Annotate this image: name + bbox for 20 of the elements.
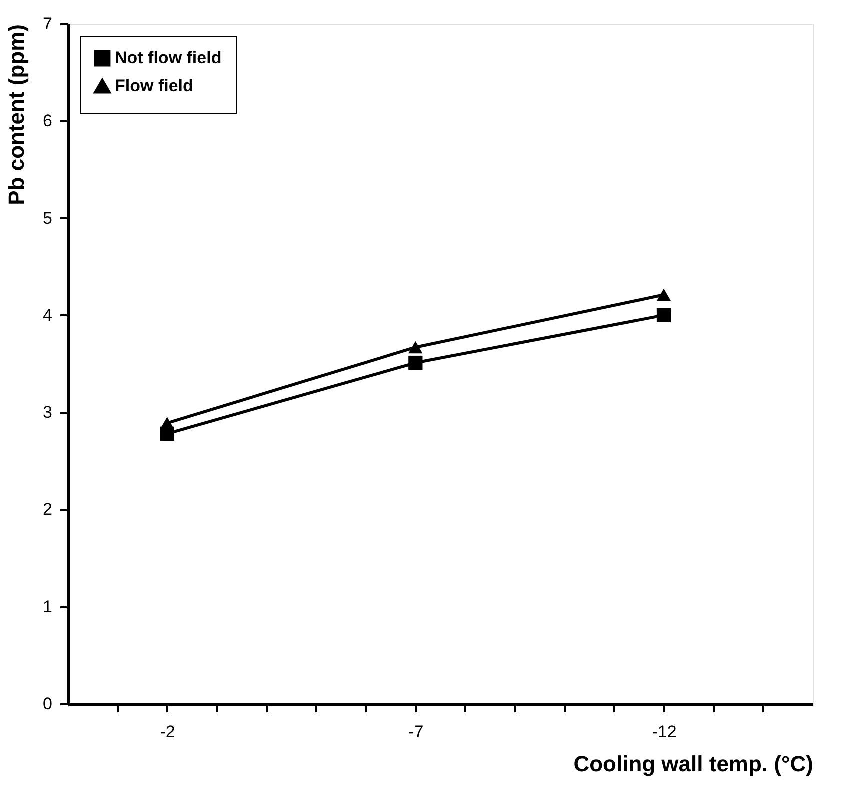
x-tick-label: -12 <box>652 722 677 742</box>
x-axis-title: Cooling wall temp. (°C) <box>574 752 814 776</box>
point <box>656 308 672 322</box>
x-tick-label: -7 <box>408 722 424 742</box>
point <box>408 341 423 354</box>
point <box>408 356 423 370</box>
legend-label: Flow field <box>115 76 194 96</box>
y-tick-label: 6 <box>43 112 52 131</box>
y-tick-label: 4 <box>43 306 52 325</box>
legend-label: Not flow field <box>115 48 222 68</box>
point <box>656 288 672 302</box>
y-tick-label: 2 <box>43 500 52 520</box>
x-tick-label: -2 <box>160 722 176 742</box>
y-tick-label: 1 <box>43 597 52 616</box>
y-tick-label: 0 <box>43 694 52 714</box>
y-tick-label: 3 <box>43 403 52 422</box>
point <box>160 417 174 430</box>
y-tick-label: 7 <box>43 14 52 34</box>
y-axis-title: Pb content (ppm) <box>4 24 30 206</box>
y-tick-label: 5 <box>43 208 52 228</box>
